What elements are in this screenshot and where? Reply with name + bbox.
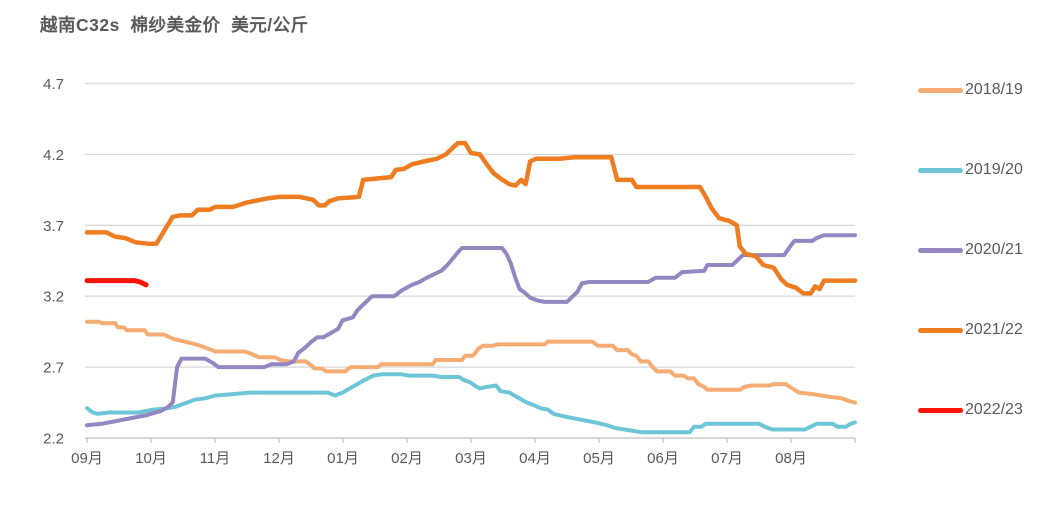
x-axis-label: 09月 — [71, 450, 103, 467]
y-axis-label: 4.7 — [43, 76, 64, 93]
x-axis-label: 10月 — [135, 450, 167, 467]
series-line-2018-19 — [85, 319, 857, 405]
legend-swatch-2021-22 — [918, 327, 963, 333]
chart-legend: 2018/19 2019/20 2020/21 2021/22 2022/23 — [918, 78, 1023, 422]
x-axis-label: 02月 — [391, 450, 423, 467]
legend-item-2019-20: 2019/20 — [918, 158, 1023, 182]
legend-swatch-2022-23 — [918, 407, 963, 413]
y-axis-label: 3.7 — [43, 218, 64, 235]
legend-label: 2021/22 — [965, 321, 1023, 338]
legend-label: 2020/21 — [965, 241, 1023, 258]
legend-swatch-2018-19 — [918, 87, 963, 93]
legend-item-2022-23: 2022/23 — [918, 398, 1023, 422]
legend-label: 2019/20 — [965, 161, 1023, 178]
x-axis-label: 11月 — [200, 450, 231, 467]
legend-swatch-2020-21 — [918, 247, 963, 253]
series-line-2021-22 — [84, 140, 858, 296]
series-line-2022-23 — [84, 278, 149, 288]
legend-item-2018-19: 2018/19 — [918, 78, 1023, 102]
chart-title: 越南C32s 棉纱美金价 美元/公斤 — [40, 15, 309, 35]
x-axis-label: 04月 — [519, 450, 551, 467]
series-line-2019-20 — [85, 372, 857, 435]
x-axis-label: 05月 — [583, 450, 615, 467]
y-axis-label: 2.2 — [43, 431, 64, 448]
y-axis-label: 2.7 — [43, 360, 64, 377]
x-axis-label: 06月 — [647, 450, 679, 467]
legend-label: 2022/23 — [965, 401, 1023, 418]
x-axis-label: 12月 — [263, 450, 295, 467]
x-axis-label: 01月 — [327, 450, 359, 467]
x-axis-label: 03月 — [455, 450, 487, 467]
legend-item-2021-22: 2021/22 — [918, 318, 1023, 342]
y-axis-label: 3.2 — [43, 289, 64, 306]
legend-item-2020-21: 2020/21 — [918, 238, 1023, 262]
x-axis-label: 07月 — [711, 450, 743, 467]
legend-swatch-2019-20 — [918, 167, 963, 173]
y-axis-label: 4.2 — [43, 147, 64, 164]
series-line-2020-21 — [85, 233, 857, 428]
legend-label: 2018/19 — [965, 81, 1023, 98]
x-axis-label: 08月 — [775, 450, 807, 467]
